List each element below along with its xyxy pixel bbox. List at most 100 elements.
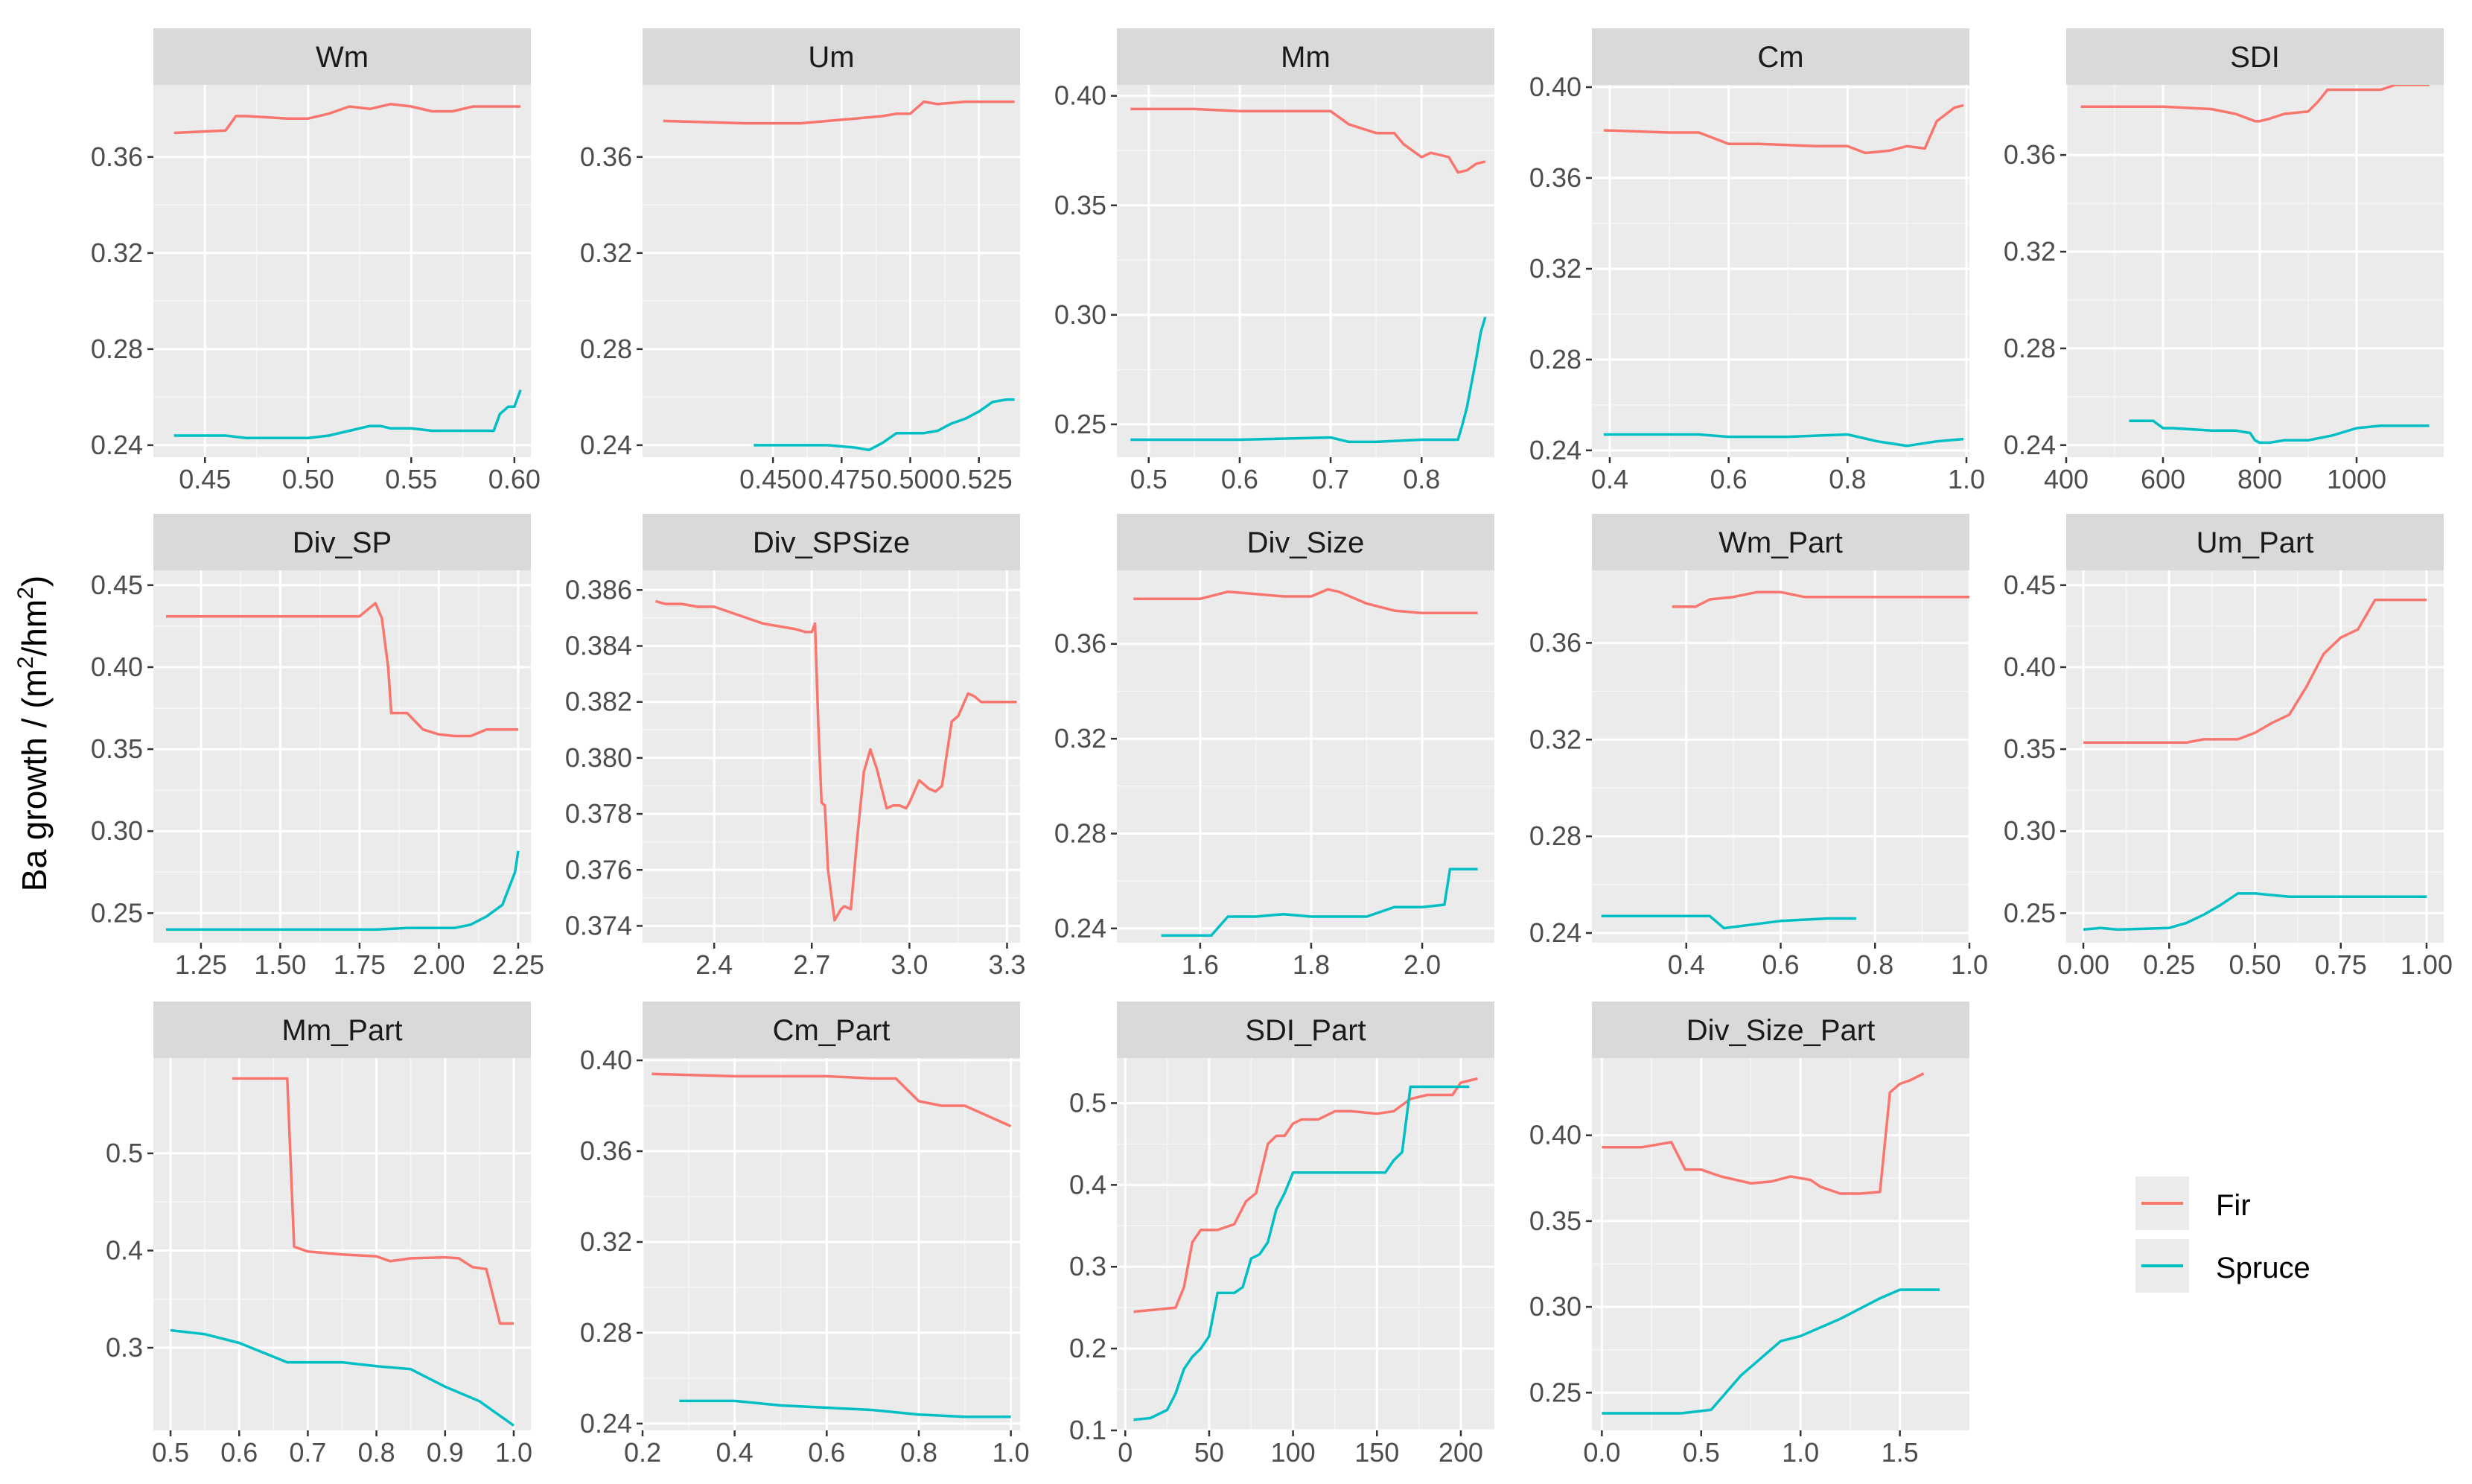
panel-wm-x-tick-label: 0.55 [385, 464, 437, 494]
panel-mm-part-y-tick-label: 0.4 [106, 1235, 143, 1265]
panel-sdi-part-x-tick-label: 200 [1439, 1437, 1483, 1468]
panel-wm-y-tick-label: 0.28 [91, 334, 143, 364]
panel-mm-y-tick-label: 0.35 [1054, 190, 1106, 220]
panel-cm-y-tick-label: 0.32 [1529, 253, 1581, 284]
panel-div-size-y-tick-label: 0.36 [1054, 628, 1106, 659]
panel-mm-series-fir [1130, 107, 1486, 174]
panel-div-size-major-grid [1117, 570, 1494, 943]
panel-div-spsize-y-tick-label: 0.374 [565, 910, 632, 940]
panel-um-part-x-tick-label: 1.00 [2401, 949, 2453, 980]
panel-um-part-x-tick-label: 0.00 [2057, 949, 2109, 980]
panel-sdi-part-x-tick-label: 50 [1194, 1437, 1224, 1468]
panel-um-part-strip [2066, 514, 2444, 570]
panel-mm-y-tick-label: 0.30 [1054, 299, 1106, 330]
panel-div-sp-plot-area [153, 570, 531, 943]
panel-div-size-part-x-tick-label: 0.5 [1683, 1437, 1720, 1468]
panel-div-size-title: Div_Size [1247, 526, 1365, 559]
panel-div-sp-minor-grid [153, 570, 531, 943]
panel-cm-part-series-spruce [679, 1399, 1011, 1418]
panel-div-size-part-major-grid [1592, 1058, 1969, 1430]
panel-sdi-part-y-tick-label: 0.1 [1069, 1415, 1106, 1445]
panel-wm-x-tick-label: 0.45 [179, 464, 231, 494]
panel-sdi-part-x-tick-label: 0 [1118, 1437, 1133, 1468]
panel-mm-y-tick-label: 0.25 [1054, 409, 1106, 439]
panel-div-size-part-x-tick-label: 1.0 [1782, 1437, 1819, 1468]
panel-div-sp-x-tick-label: 1.75 [334, 949, 386, 980]
panel-wm-series-spruce [173, 389, 522, 439]
panel-mm-part-x-tick-label: 0.7 [289, 1437, 326, 1468]
panel-um-title: Um [808, 41, 854, 74]
panel-div-size-y-tick-label: 0.28 [1054, 818, 1106, 849]
panel-div-spsize-series-fir [655, 599, 1017, 922]
panel-mm-part: Mm_Part 0.5 0.6 0.7 0.8 0.9 1.0 0.3 0.4 0.5 [106, 1001, 532, 1468]
panel-wm-part-major-grid [1592, 570, 1971, 943]
panel-sdi-x-tick-label: 1000 [2327, 464, 2386, 494]
panel-div-spsize-y-tick-label: 0.386 [565, 574, 632, 605]
panel-cm-part-y-tick-label: 0.32 [580, 1226, 632, 1257]
panel-div-size-strip [1117, 514, 1494, 570]
panel-mm-x-tick-label: 0.8 [1403, 464, 1440, 494]
panel-um-y-tick-label: 0.24 [580, 430, 632, 460]
panel-um-plot-area [643, 85, 1020, 457]
panel-um-minor-grid [643, 85, 1020, 457]
panel-div-sp-x-tick-label: 2.00 [412, 949, 465, 980]
panel-cm: Cm 0.4 0.6 0.8 1.0 0.24 0.28 0.32 0.36 0.40 [1529, 28, 1985, 494]
panel-wm-title: Wm [316, 41, 369, 74]
panel-div-sp: Div_SP 1.25 1.50 1.75 2.00 2.25 0.25 0.30 0.35 0.… [91, 514, 544, 980]
panel-mm-strip [1117, 28, 1494, 85]
panel-div-spsize-x-tick-label: 2.7 [793, 949, 830, 980]
panel-um-series-spruce [754, 398, 1015, 452]
panel-wm-y-tick-label: 0.24 [91, 430, 143, 460]
panel-wm-part-x-tick-label: 0.4 [1668, 949, 1705, 980]
panel-mm-part-strip [153, 1001, 531, 1058]
panel-cm-part-y-tick-label: 0.40 [580, 1045, 632, 1075]
panel-wm-plot-area [153, 85, 531, 457]
panel-div-size-x-tick-label: 1.8 [1293, 949, 1330, 980]
panel-wm-part-strip [1592, 514, 1969, 570]
panel-wm-x-tick-label: 0.60 [488, 464, 541, 494]
panel-sdi-part-y-tick-label: 0.5 [1069, 1087, 1106, 1118]
panel-um-part-x-tick-label: 0.75 [2315, 949, 2367, 980]
panel-cm-part-x-tick-label: 0.8 [900, 1437, 937, 1468]
panel-cm-x-tick-label: 1.0 [1948, 464, 1985, 494]
panel-div-size-part-strip [1592, 1001, 1969, 1058]
panel-um-part-series-spruce [2083, 892, 2427, 932]
panel-mm-major-grid [1117, 85, 1494, 457]
panel-sdi-y-tick-label: 0.28 [2004, 333, 2056, 363]
panel-wm-part-series-spruce [1601, 914, 1856, 930]
panel-cm-y-tick-label: 0.40 [1529, 71, 1581, 102]
panel-div-spsize-x-tick-label: 3.3 [988, 949, 1025, 980]
panel-um-part-series-fir [2083, 598, 2427, 745]
panel-sdi-part-strip [1117, 1001, 1494, 1058]
panel-mm-x-tick-label: 0.5 [1130, 464, 1167, 494]
panel-mm-minor-grid [1117, 85, 1494, 457]
panel-cm-part-series-fir [652, 1072, 1012, 1128]
legend: Fir Spruce [2135, 1176, 2310, 1293]
panel-sdi-part-plot-area [1117, 1058, 1494, 1430]
panel-cm-strip [1592, 28, 1969, 85]
panel-wm-part-y-tick-label: 0.24 [1529, 917, 1581, 948]
panel-um-major-grid [643, 85, 1020, 457]
panel-um-y-tick-label: 0.36 [580, 141, 632, 172]
panel-wm-part-x-tick-label: 0.6 [1762, 949, 1799, 980]
panel-cm-series-fir [1603, 104, 1964, 155]
panel-div-spsize-y-tick-label: 0.384 [565, 631, 632, 661]
panel-cm-part-plot-area [643, 1058, 1020, 1430]
panel-div-size-part-title: Div_Size_Part [1686, 1014, 1875, 1047]
panel-wm-minor-grid [153, 85, 531, 457]
panel-mm-part-title: Mm_Part [281, 1014, 402, 1047]
panel-um-series-fir [663, 100, 1015, 125]
panel-div-size-part-series-fir [1602, 1072, 1925, 1195]
panel-cm-part-y-tick-label: 0.36 [580, 1136, 632, 1166]
panel-div-spsize-y-tick-label: 0.382 [565, 687, 632, 717]
panel-div-size-part-x-tick-label: 0.0 [1583, 1437, 1620, 1468]
panel-div-size-part-y-tick-label: 0.35 [1529, 1206, 1581, 1236]
panel-um-part-title: Um_Part [2197, 526, 2314, 559]
panel-sdi-part-title: SDI_Part [1245, 1014, 1366, 1047]
panel-div-spsize: Div_SPSize 2.4 2.7 3.0 3.3 0.374 0.376 0.378 0.3… [565, 514, 1026, 980]
panel-um-x-tick-label: 0.525 [946, 464, 1013, 494]
panel-mm-part-minor-grid [153, 1058, 531, 1430]
panel-sdi-y-tick-label: 0.24 [2004, 430, 2056, 460]
